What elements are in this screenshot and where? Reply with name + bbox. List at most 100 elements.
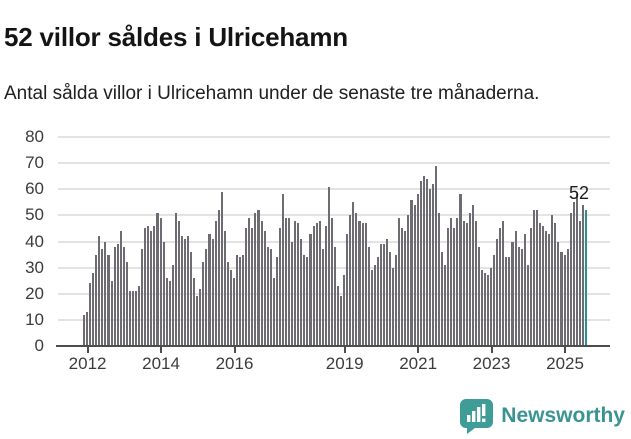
bar	[239, 257, 242, 346]
bar	[303, 254, 306, 346]
bar	[578, 220, 581, 346]
bar	[453, 228, 456, 346]
bar	[395, 254, 398, 346]
bar	[386, 238, 389, 346]
bar	[125, 262, 128, 346]
x-axis-label: 2012	[68, 354, 107, 373]
bar	[86, 312, 89, 346]
bar	[95, 254, 98, 346]
bar	[364, 223, 367, 346]
bar	[294, 220, 297, 346]
bar	[542, 225, 545, 346]
bar	[138, 285, 141, 346]
bar	[260, 220, 263, 346]
y-axis-label: 30	[25, 257, 44, 277]
bar	[324, 225, 327, 346]
bar	[465, 223, 468, 346]
bar	[340, 296, 343, 346]
bar	[263, 231, 266, 346]
bar	[236, 254, 239, 346]
bar	[532, 210, 535, 346]
x-axis-tick	[343, 347, 346, 353]
bar	[190, 251, 193, 346]
bar	[361, 223, 364, 346]
bar	[245, 228, 248, 346]
x-axis-label: 2021	[399, 354, 438, 373]
bar	[306, 257, 309, 346]
bar	[355, 212, 358, 346]
bar	[422, 176, 425, 346]
bar	[428, 189, 431, 346]
bar	[223, 231, 226, 346]
bar	[242, 254, 245, 346]
bar	[483, 272, 486, 346]
y-axis-label: 10	[25, 309, 44, 329]
bar	[196, 296, 199, 346]
bar	[226, 262, 229, 346]
bar	[272, 278, 275, 346]
y-axis-label: 0	[34, 336, 44, 355]
bar	[398, 218, 401, 346]
bar	[309, 233, 312, 346]
newsworthy-speech-bubble-bar-chart-icon	[460, 398, 494, 434]
bar	[468, 212, 471, 346]
bar	[392, 267, 395, 346]
bar	[113, 246, 116, 346]
bar	[358, 220, 361, 346]
bar	[493, 254, 496, 346]
bar	[150, 231, 153, 346]
bar	[441, 251, 444, 346]
bar	[211, 238, 214, 346]
bar	[312, 225, 315, 346]
bar	[548, 233, 551, 346]
bar	[321, 249, 324, 346]
gridline	[58, 162, 610, 165]
bar	[116, 244, 119, 346]
bar	[456, 218, 459, 346]
bar	[401, 228, 404, 346]
bar	[389, 251, 392, 346]
bar	[560, 251, 563, 346]
bar	[281, 194, 284, 346]
bar	[373, 265, 376, 346]
bar	[416, 194, 419, 346]
bar	[529, 228, 532, 346]
y-axis-label: 70	[25, 153, 44, 173]
gridline	[58, 188, 610, 191]
bar	[447, 228, 450, 346]
bar	[297, 223, 300, 346]
y-axis-label: 40	[25, 231, 44, 251]
bar	[539, 223, 542, 346]
bar	[254, 212, 257, 346]
bar	[217, 210, 220, 346]
x-axis-line	[56, 345, 610, 347]
newsworthy-brand-text: Newsworthy	[501, 404, 625, 427]
bar	[563, 254, 566, 346]
bar	[410, 199, 413, 346]
bar	[318, 220, 321, 346]
x-axis-tick	[86, 347, 89, 353]
bar	[104, 241, 107, 346]
bar	[431, 184, 434, 346]
bar	[526, 265, 529, 346]
bar	[474, 220, 477, 346]
bar	[159, 218, 162, 346]
bar	[184, 238, 187, 346]
bar	[205, 249, 208, 346]
bar	[508, 257, 511, 346]
bar	[572, 202, 575, 346]
bar	[98, 236, 101, 346]
bar	[278, 228, 281, 346]
bar	[165, 278, 168, 346]
newsworthy-logo[interactable]: Newsworthy	[460, 398, 625, 434]
gridline	[58, 136, 610, 138]
bar	[438, 212, 441, 346]
bar	[128, 291, 131, 346]
bar	[248, 218, 251, 346]
bar	[327, 186, 330, 346]
bar	[379, 244, 382, 346]
bar	[425, 178, 428, 346]
bar	[220, 191, 223, 346]
y-axis-label: 80	[25, 127, 44, 146]
y-axis-label: 60	[25, 179, 44, 199]
